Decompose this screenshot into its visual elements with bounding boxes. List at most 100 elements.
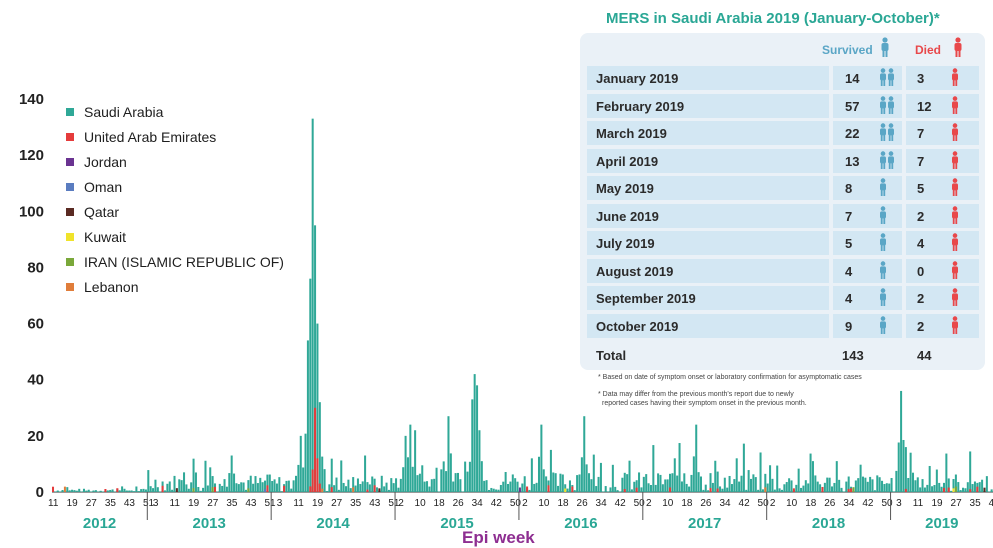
bar-saudi-arabia — [471, 399, 474, 492]
bar-saudi-arabia — [580, 457, 583, 492]
bar-saudi-arabia — [566, 488, 569, 492]
bar-saudi-arabia — [654, 484, 657, 492]
table-row: July 2019 5 4 — [587, 231, 979, 255]
x-tick-label: 35 — [105, 498, 117, 509]
died-count: 2 — [917, 318, 925, 334]
bar-saudi-arabia — [456, 472, 460, 492]
bar-saudi-arabia — [621, 477, 624, 492]
bar-saudi-arabia — [607, 491, 610, 492]
bar-saudi-arabia — [826, 477, 829, 492]
bar-saudi-arabia — [168, 481, 171, 492]
bar-saudi-arabia — [352, 477, 355, 492]
bar-saudi-arabia — [807, 483, 810, 492]
legend: Saudi Arabia United Arab Emirates Jordan Om… — [66, 99, 284, 299]
bar-saudi-arabia — [585, 464, 588, 492]
bar-saudi-arabia — [380, 475, 383, 492]
month-label: August 2019 — [596, 263, 674, 279]
x-tick-label: 19 — [188, 498, 200, 509]
bar-saudi-arabia — [559, 473, 562, 492]
died-cell — [906, 93, 979, 118]
died-header: Died — [915, 43, 942, 57]
bar-uae — [547, 485, 550, 492]
bar-saudi-arabia — [523, 476, 526, 492]
table-row: March 2019 22 7 — [587, 121, 979, 145]
bar-saudi-arabia — [904, 447, 907, 492]
bar-saudi-arabia — [554, 473, 557, 492]
bar-saudi-arabia — [87, 489, 90, 492]
y-tick-label: 40 — [27, 372, 44, 389]
bar-saudi-arabia — [788, 478, 791, 492]
bar-saudi-arabia — [385, 482, 388, 492]
bar-saudi-arabia — [142, 488, 145, 492]
bar-saudi-arabia — [199, 490, 202, 492]
bar-saudi-arabia — [957, 482, 960, 492]
bar-saudi-arabia — [473, 374, 476, 492]
bar-saudi-arabia — [842, 491, 845, 492]
table-row: April 2019 13 7 — [587, 148, 979, 173]
bar-saudi-arabia — [778, 488, 781, 492]
legend-swatch — [66, 157, 74, 166]
bar-saudi-arabia — [900, 390, 903, 492]
y-tick-label: 60 — [27, 316, 44, 333]
bar-saudi-arabia — [690, 474, 693, 492]
bar-saudi-arabia — [549, 449, 552, 492]
bar-saudi-arabia — [194, 472, 197, 492]
died-count: 2 — [917, 208, 925, 224]
legend-item: Qatar — [66, 199, 284, 224]
bar-saudi-arabia — [823, 482, 826, 492]
bar-saudi-arabia — [602, 491, 605, 492]
bar-saudi-arabia — [445, 471, 448, 492]
bar-saudi-arabia — [228, 473, 231, 492]
bar-saudi-arabia — [988, 491, 991, 492]
bar-saudi-arabia — [873, 490, 876, 492]
x-tick-label: 34 — [843, 498, 855, 509]
bar-saudi-arabia — [640, 487, 643, 492]
bar-saudi-arabia — [740, 475, 743, 492]
x-tick-label: 50 — [758, 498, 770, 509]
died-count: 4 — [917, 236, 925, 251]
bar-saudi-arabia — [764, 473, 767, 492]
bar-saudi-arabia — [714, 460, 717, 492]
bar-saudi-arabia — [325, 490, 328, 492]
bar-saudi-arabia — [297, 464, 300, 492]
bar-saudi-arabia — [140, 489, 143, 492]
bar-saudi-arabia — [342, 482, 345, 492]
died-cell — [906, 286, 979, 310]
survived-person-icon — [879, 178, 887, 201]
died-person-icon — [951, 205, 959, 229]
bar-saudi-arabia — [752, 474, 755, 492]
bar-saudi-arabia — [797, 468, 800, 492]
bar-saudi-arabia — [966, 482, 969, 492]
bar-saudi-arabia — [923, 487, 926, 492]
bar-saudi-arabia — [485, 480, 488, 492]
bar-saudi-arabia — [242, 482, 245, 492]
bar-saudi-arabia — [430, 479, 433, 492]
bar-saudi-arabia — [530, 458, 533, 492]
bar-saudi-arabia — [719, 486, 722, 492]
bar-saudi-arabia — [721, 488, 724, 492]
bar-saudi-arabia — [54, 491, 57, 492]
bar-saudi-arabia — [723, 477, 726, 492]
bar-other-country — [321, 488, 324, 492]
bar-saudi-arabia — [454, 473, 457, 492]
bar-saudi-arabia — [428, 486, 431, 492]
bar-saudi-arabia — [676, 475, 679, 492]
bar-saudi-arabia — [345, 486, 348, 492]
bar-saudi-arabia — [268, 474, 271, 492]
table-title: MERS in Saudi Arabia 2019 (January-Octob… — [606, 10, 940, 27]
bar-other-country — [63, 486, 66, 492]
bar-saudi-arabia — [163, 490, 166, 492]
bar-saudi-arabia — [616, 490, 619, 492]
year-label: 2015 — [440, 515, 473, 532]
y-tick-label: 80 — [27, 259, 44, 276]
bar-saudi-arabia — [252, 483, 255, 492]
bar-saudi-arabia — [914, 480, 917, 492]
bar-other-country — [983, 487, 986, 492]
bar-saudi-arabia — [71, 489, 74, 492]
survived-cell — [833, 286, 902, 310]
bar-saudi-arabia — [716, 471, 719, 492]
bar-uae — [969, 489, 972, 492]
bar-saudi-arabia — [866, 481, 869, 492]
month-cell — [587, 148, 829, 173]
bar-uae — [976, 486, 979, 492]
